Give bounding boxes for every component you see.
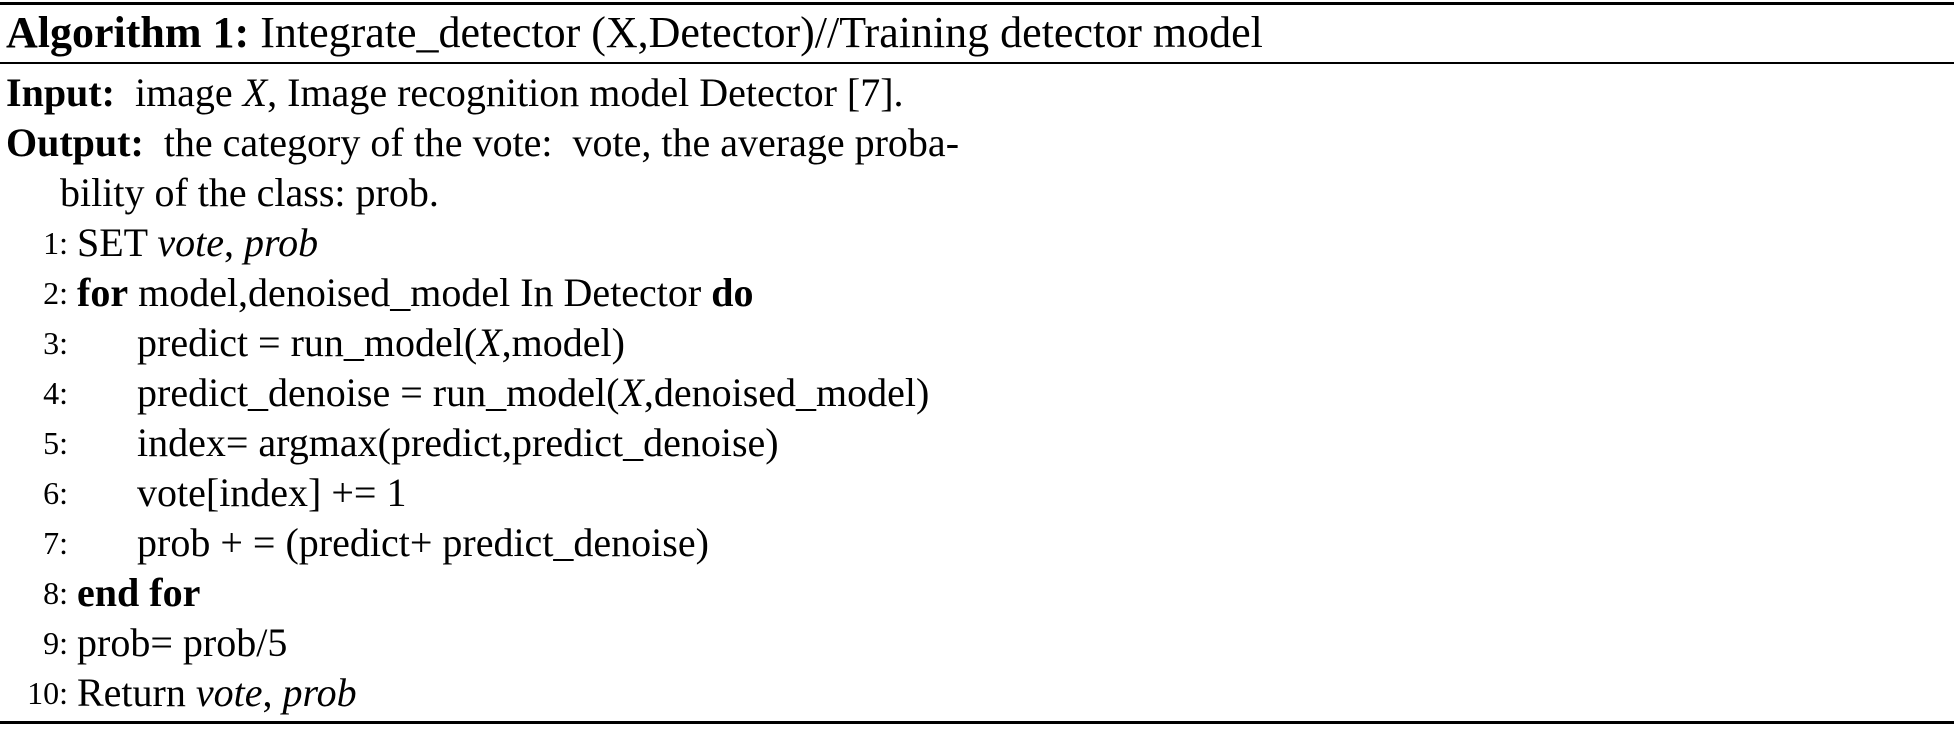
line-number: 2: bbox=[43, 275, 68, 311]
text-segment: ,model) bbox=[501, 320, 625, 365]
bottom-rule bbox=[0, 721, 1954, 724]
text-segment: , bbox=[224, 220, 245, 265]
keyword: do bbox=[711, 270, 754, 315]
text-segment: bility of the class: prob. bbox=[60, 170, 439, 215]
step-text: vote[index] += 1 bbox=[137, 468, 407, 518]
line-number: 5: bbox=[43, 425, 68, 461]
keyword: for bbox=[77, 270, 129, 315]
algorithm-step: 10: Return vote, prob bbox=[0, 668, 1954, 718]
text-segment: prob bbox=[244, 220, 319, 265]
step-text: SET vote, prob bbox=[77, 218, 318, 268]
algorithm-step: 8: end for bbox=[0, 568, 1954, 618]
text-segment: vote bbox=[157, 220, 225, 265]
line-number: 3: bbox=[43, 325, 68, 361]
keyword: Output: bbox=[6, 120, 154, 165]
line-number: 6: bbox=[43, 475, 68, 511]
step-text: predict_denoise = run_model(X,denoised_m… bbox=[137, 368, 929, 418]
algorithm-output: Output: the category of the vote: vote, … bbox=[6, 118, 959, 168]
text-segment: Integrate_detector (X,Detector)//Trainin… bbox=[260, 8, 1263, 57]
text-segment: vote[index] += 1 bbox=[137, 470, 407, 515]
text-segment: prob= prob/5 bbox=[77, 620, 288, 665]
algorithm-step: 4: predict_denoise = run_model(X,denoised… bbox=[0, 368, 1954, 418]
line-number: 10: bbox=[27, 675, 68, 711]
text-segment: SET bbox=[77, 220, 158, 265]
algorithm-step: 6: vote[index] += 1 bbox=[0, 468, 1954, 518]
text-segment: prob + = (predict+ predict_denoise) bbox=[137, 520, 709, 565]
line-number: 1: bbox=[43, 225, 68, 261]
algorithm-title: Algorithm 1: Integrate_detector (X,Detec… bbox=[6, 8, 1263, 58]
step-text: end for bbox=[77, 568, 200, 618]
step-text: for model,denoised_model In Detector do bbox=[77, 268, 754, 318]
top-rule bbox=[0, 2, 1954, 5]
step-text: index= argmax(predict,predict_denoise) bbox=[137, 418, 779, 468]
algorithm-output-continued: bility of the class: prob. bbox=[60, 168, 439, 218]
step-text: prob + = (predict+ predict_denoise) bbox=[137, 518, 709, 568]
text-segment: , bbox=[262, 670, 283, 715]
step-text: Return vote, prob bbox=[77, 668, 357, 718]
text-segment: prob bbox=[282, 670, 357, 715]
text-segment: X bbox=[619, 370, 644, 415]
text-segment: X bbox=[477, 320, 502, 365]
line-number: 8: bbox=[43, 575, 68, 611]
algorithm-step: 2: for model,denoised_model In Detector d… bbox=[0, 268, 1954, 318]
algorithm-step: 1: SET vote, prob bbox=[0, 218, 1954, 268]
text-segment: vote bbox=[195, 670, 263, 715]
text-segment: X bbox=[242, 70, 268, 115]
step-text: predict = run_model(X,model) bbox=[137, 318, 625, 368]
algorithm-step: 7: prob + = (predict+ predict_denoise) bbox=[0, 518, 1954, 568]
line-number: 9: bbox=[43, 625, 68, 661]
algorithm-input: Input: image X, Image recognition model … bbox=[6, 68, 904, 118]
step-text: prob= prob/5 bbox=[77, 618, 287, 668]
line-number: 7: bbox=[43, 525, 68, 561]
line-number: 4: bbox=[43, 375, 68, 411]
algorithm-step: 9: prob= prob/5 bbox=[0, 618, 1954, 668]
algorithm-step: 3: predict = run_model(X,model) bbox=[0, 318, 1954, 368]
title-rule bbox=[0, 62, 1954, 64]
text-segment: predict_denoise = run_model( bbox=[137, 370, 620, 415]
text-segment: model,denoised_model In Detector bbox=[128, 270, 712, 315]
text-segment: image bbox=[124, 70, 243, 115]
text-segment: the category of the vote: vote, the aver… bbox=[153, 120, 960, 165]
text-segment: ,denoised_model) bbox=[643, 370, 930, 415]
text-segment: Return bbox=[77, 670, 196, 715]
text-segment: predict = run_model( bbox=[137, 320, 478, 365]
keyword: Input: bbox=[6, 70, 125, 115]
algorithm-step: 5: index= argmax(predict,predict_denoise) bbox=[0, 418, 1954, 468]
keyword: Algorithm 1: bbox=[6, 8, 261, 57]
text-segment: , Image recognition model Detector [7]. bbox=[267, 70, 904, 115]
text-segment: index= argmax(predict,predict_denoise) bbox=[137, 420, 779, 465]
keyword: end for bbox=[77, 570, 201, 615]
